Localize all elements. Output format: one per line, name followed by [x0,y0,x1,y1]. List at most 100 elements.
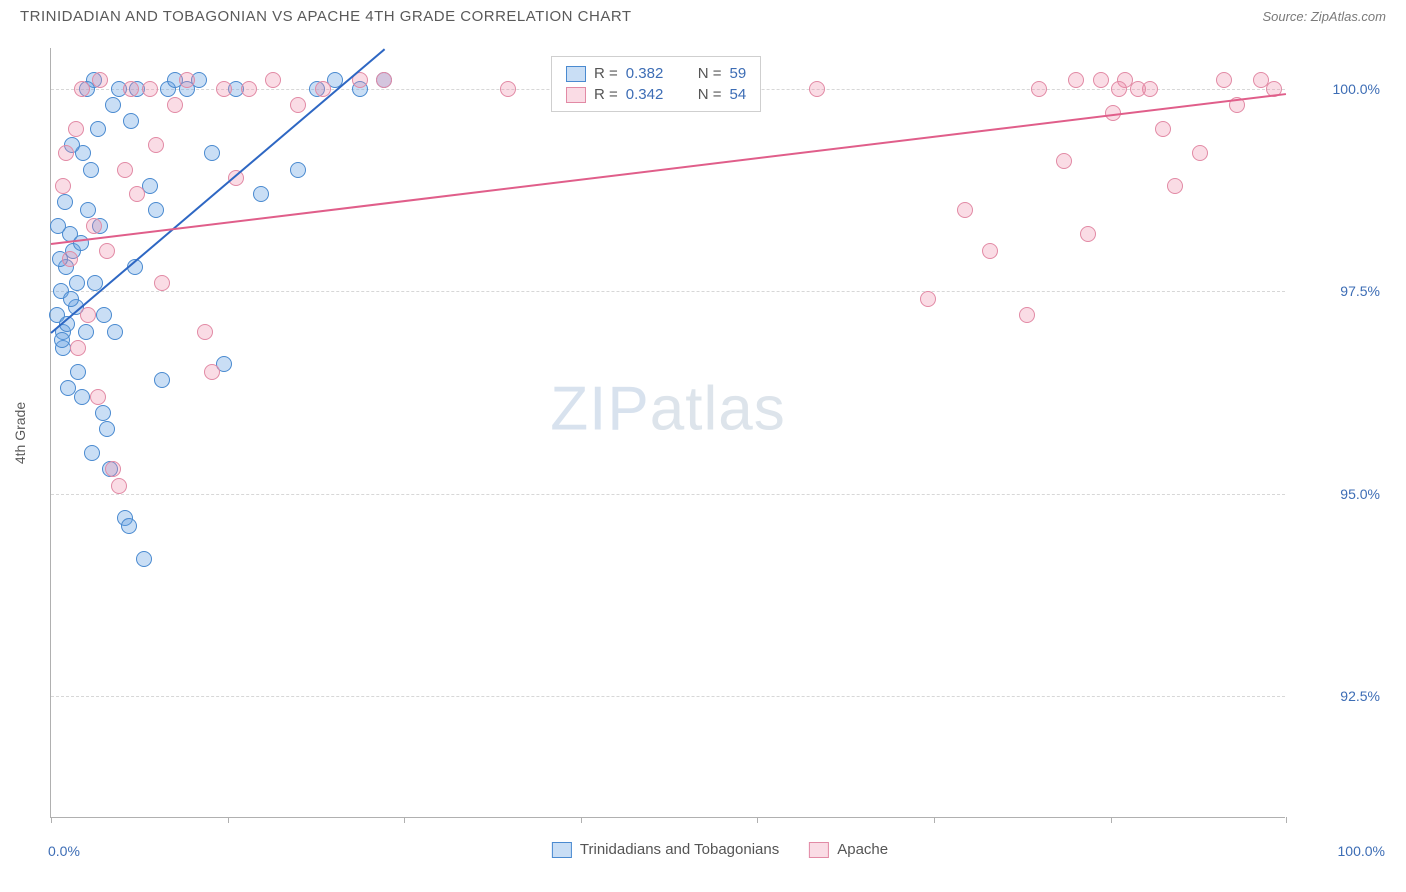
data-point [204,364,220,380]
data-point [1130,81,1146,97]
data-point [1056,153,1072,169]
data-point [80,307,96,323]
data-point [74,81,90,97]
data-point [197,324,213,340]
x-tick [757,817,758,823]
data-point [58,145,74,161]
correlation-scatter-chart: 4th Grade ZIPatlas 92.5%95.0%97.5%100.0%… [50,48,1390,818]
stats-legend-row: R =0.342N =54 [566,84,746,105]
data-point [63,291,79,307]
data-point [142,81,158,97]
data-point [68,121,84,137]
legend-swatch-icon [552,842,572,858]
data-point [1031,81,1047,97]
data-point [1068,72,1084,88]
data-point [148,202,164,218]
chart-title: TRINIDADIAN AND TOBAGONIAN VS APACHE 4TH… [20,8,632,25]
data-point [105,461,121,477]
data-point [253,186,269,202]
data-point [69,275,85,291]
series-legend: Trinidadians and Tobagonians Apache [552,841,888,858]
source-attribution: Source: ZipAtlas.com [1262,9,1386,24]
data-point [265,72,281,88]
data-point [809,81,825,97]
legend-swatch-icon [809,842,829,858]
data-point [70,340,86,356]
data-point [920,291,936,307]
x-tick-label-left: 0.0% [48,843,80,859]
data-point [500,81,516,97]
stats-legend-row: R =0.382N =59 [566,63,746,84]
y-tick-label: 92.5% [1290,688,1380,704]
stats-legend: R =0.382N =59R =0.342N =54 [551,56,761,112]
data-point [136,551,152,567]
data-point [123,81,139,97]
x-tick [1286,817,1287,823]
y-tick-label: 95.0% [1290,486,1380,502]
data-point [78,324,94,340]
data-point [90,389,106,405]
y-axis-label: 4th Grade [12,402,28,464]
data-point [117,162,133,178]
data-point [83,162,99,178]
data-point [167,97,183,113]
data-point [74,389,90,405]
x-tick [51,817,52,823]
gridline [51,494,1285,495]
data-point [92,72,108,88]
data-point [123,113,139,129]
data-point [84,445,100,461]
x-tick [404,817,405,823]
data-point [1111,81,1127,97]
data-point [1155,121,1171,137]
data-point [1216,72,1232,88]
data-point [70,364,86,380]
data-point [1167,178,1183,194]
y-tick-label: 100.0% [1290,81,1380,97]
data-point [99,243,115,259]
data-point [105,97,121,113]
x-tick [1111,817,1112,823]
data-point [80,202,96,218]
data-point [982,243,998,259]
data-point [148,137,164,153]
data-point [121,518,137,534]
data-point [179,72,195,88]
data-point [154,275,170,291]
legend-item-apache: Apache [809,841,888,858]
legend-swatch-icon [566,66,586,82]
data-point [204,145,220,161]
data-point [96,307,112,323]
data-point [60,380,76,396]
watermark: ZIPatlas [550,374,785,445]
gridline [51,696,1285,697]
data-point [86,218,102,234]
data-point [376,72,392,88]
data-point [73,235,89,251]
data-point [290,97,306,113]
data-point [1080,226,1096,242]
legend-item-trinidadians: Trinidadians and Tobagonians [552,841,779,858]
data-point [957,202,973,218]
data-point [55,178,71,194]
data-point [1019,307,1035,323]
data-point [129,186,145,202]
data-point [216,81,232,97]
data-point [62,251,78,267]
x-tick [934,817,935,823]
data-point [154,372,170,388]
data-point [95,405,111,421]
legend-swatch-icon [566,87,586,103]
data-point [50,218,66,234]
data-point [111,478,127,494]
data-point [241,81,257,97]
data-point [107,324,123,340]
data-point [290,162,306,178]
data-point [54,332,70,348]
data-point [1192,145,1208,161]
data-point [1093,72,1109,88]
data-point [57,194,73,210]
x-tick-label-right: 100.0% [1290,843,1385,859]
trend-line [51,93,1286,245]
x-tick [228,817,229,823]
